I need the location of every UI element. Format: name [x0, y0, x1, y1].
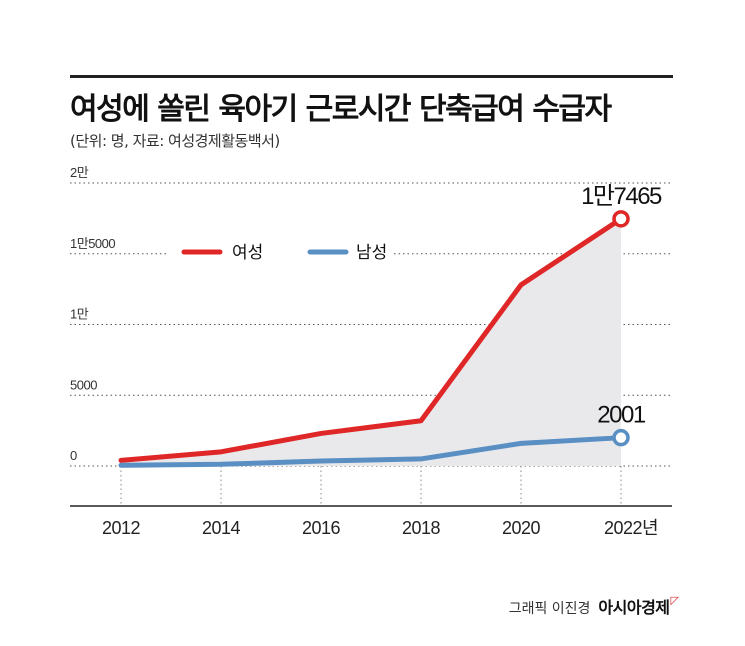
y-tick-label: 5000 — [70, 377, 97, 392]
x-tick-label: 2018 — [402, 518, 441, 538]
series-end-marker — [612, 428, 630, 447]
end-value-label: 2001 — [597, 402, 646, 429]
series-lines — [118, 210, 630, 468]
y-axis-ticks: 0 5000 1만 1만5000 2만 — [70, 165, 116, 463]
y-tick-label: 1만5000 — [70, 236, 115, 251]
y-tick-label: 0 — [70, 448, 77, 463]
series-line-men — [118, 435, 624, 468]
credit: 그래픽 이진경 아시아경제◸ — [509, 594, 679, 618]
legend-label: 남성 — [356, 243, 387, 263]
area-under-series — [121, 218, 621, 466]
x-tick-label: 2012 — [102, 518, 141, 538]
series-end-marker — [612, 210, 630, 228]
end-value-label: 1만7465 — [581, 183, 662, 210]
chart-title: 여성에 쏠린 육아기 근로시간 단축급여 수급자 — [70, 92, 612, 127]
end-labels: 1만7465 2001 — [581, 183, 663, 429]
y-tick-label: 2만 — [70, 165, 89, 180]
brand-mark-icon: ◸ — [670, 594, 679, 607]
x-tick-label: 2020 — [502, 518, 541, 538]
x-tick-label: 2022년 — [604, 518, 658, 538]
brand-logo: 아시아경제 — [598, 598, 670, 617]
y-tick-label: 1만 — [70, 307, 89, 322]
legend-label: 여성 — [232, 243, 263, 263]
series-line-women — [118, 216, 624, 463]
chart-subtitle: (단위: 명, 자료: 여성경제활동백서) — [70, 132, 280, 150]
byline: 그래픽 이진경 — [508, 601, 591, 617]
x-tick-label: 2016 — [302, 518, 341, 538]
top-rule — [70, 75, 673, 78]
legend: 여성 남성 — [167, 235, 391, 269]
area-fill — [121, 218, 621, 466]
x-axis-ticks: 2012 2014 2016 2018 2020 2022년 — [102, 518, 659, 538]
x-tick-label: 2014 — [202, 518, 241, 538]
